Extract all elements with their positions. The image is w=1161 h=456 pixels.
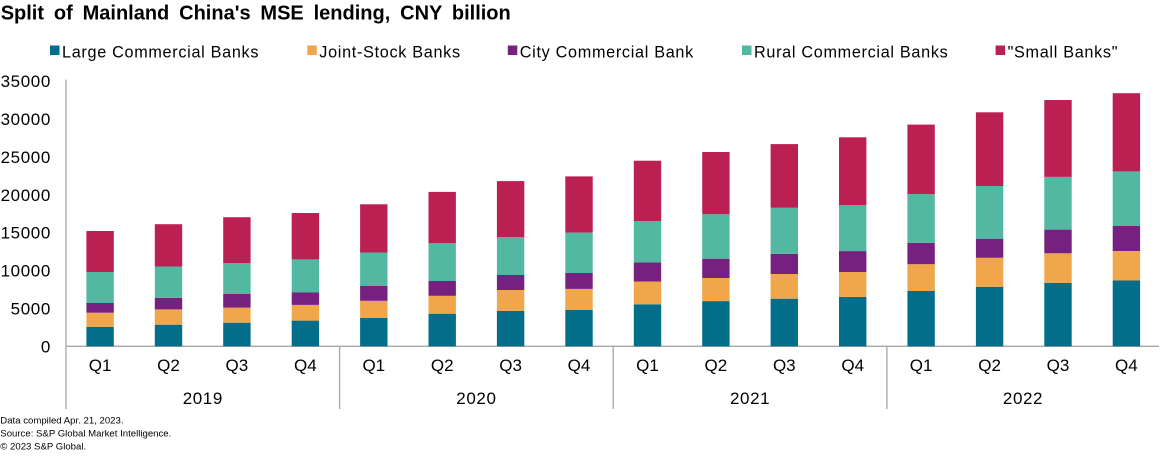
svg-text:Q3: Q3: [499, 356, 522, 375]
svg-text:"Small Banks": "Small Banks": [1008, 44, 1119, 62]
svg-text:Q4: Q4: [294, 356, 317, 375]
svg-text:Q2: Q2: [705, 356, 728, 375]
svg-text:Q3: Q3: [226, 356, 249, 375]
svg-text:Q2: Q2: [157, 356, 180, 375]
svg-text:10000: 10000: [1, 262, 51, 281]
svg-text:0: 0: [41, 338, 51, 357]
svg-text:Q2: Q2: [978, 356, 1001, 375]
svg-text:30000: 30000: [1, 110, 51, 129]
svg-text:Q4: Q4: [841, 356, 864, 375]
svg-text:Q2: Q2: [431, 356, 454, 375]
svg-text:Split of Mainland China's MSE: Split of Mainland China's MSE lending, C…: [1, 2, 511, 24]
svg-text:Joint-Stock Banks: Joint-Stock Banks: [319, 44, 460, 62]
svg-text:Data compiled Apr. 21, 2023.: Data compiled Apr. 21, 2023.: [0, 416, 123, 427]
svg-text:Q4: Q4: [1115, 356, 1138, 375]
svg-text:2020: 2020: [456, 389, 496, 408]
svg-text:Rural Commercial Banks: Rural Commercial Banks: [754, 44, 948, 62]
svg-text:2022: 2022: [1003, 389, 1043, 408]
svg-text:5000: 5000: [11, 300, 51, 319]
svg-text:20000: 20000: [1, 186, 51, 205]
svg-text:Large Commercial Banks: Large Commercial Banks: [62, 44, 259, 62]
svg-text:Q3: Q3: [1047, 356, 1070, 375]
svg-text:15000: 15000: [1, 224, 51, 243]
svg-text:35000: 35000: [1, 72, 51, 91]
svg-text:Q1: Q1: [910, 356, 933, 375]
svg-text:Source: S&P Global Market Inte: Source: S&P Global Market Intelligence.: [0, 429, 171, 440]
svg-text:Q1: Q1: [89, 356, 112, 375]
svg-text:Q4: Q4: [568, 356, 591, 375]
svg-text:Q3: Q3: [773, 356, 796, 375]
svg-text:© 2023 S&P Global.: © 2023 S&P Global.: [0, 442, 86, 452]
svg-text:2021: 2021: [730, 389, 770, 408]
svg-text:2019: 2019: [183, 389, 223, 408]
svg-text:Q1: Q1: [636, 356, 659, 375]
svg-text:25000: 25000: [1, 148, 51, 167]
svg-text:City Commercial Bank: City Commercial Bank: [520, 44, 694, 62]
svg-text:Q1: Q1: [362, 356, 385, 375]
